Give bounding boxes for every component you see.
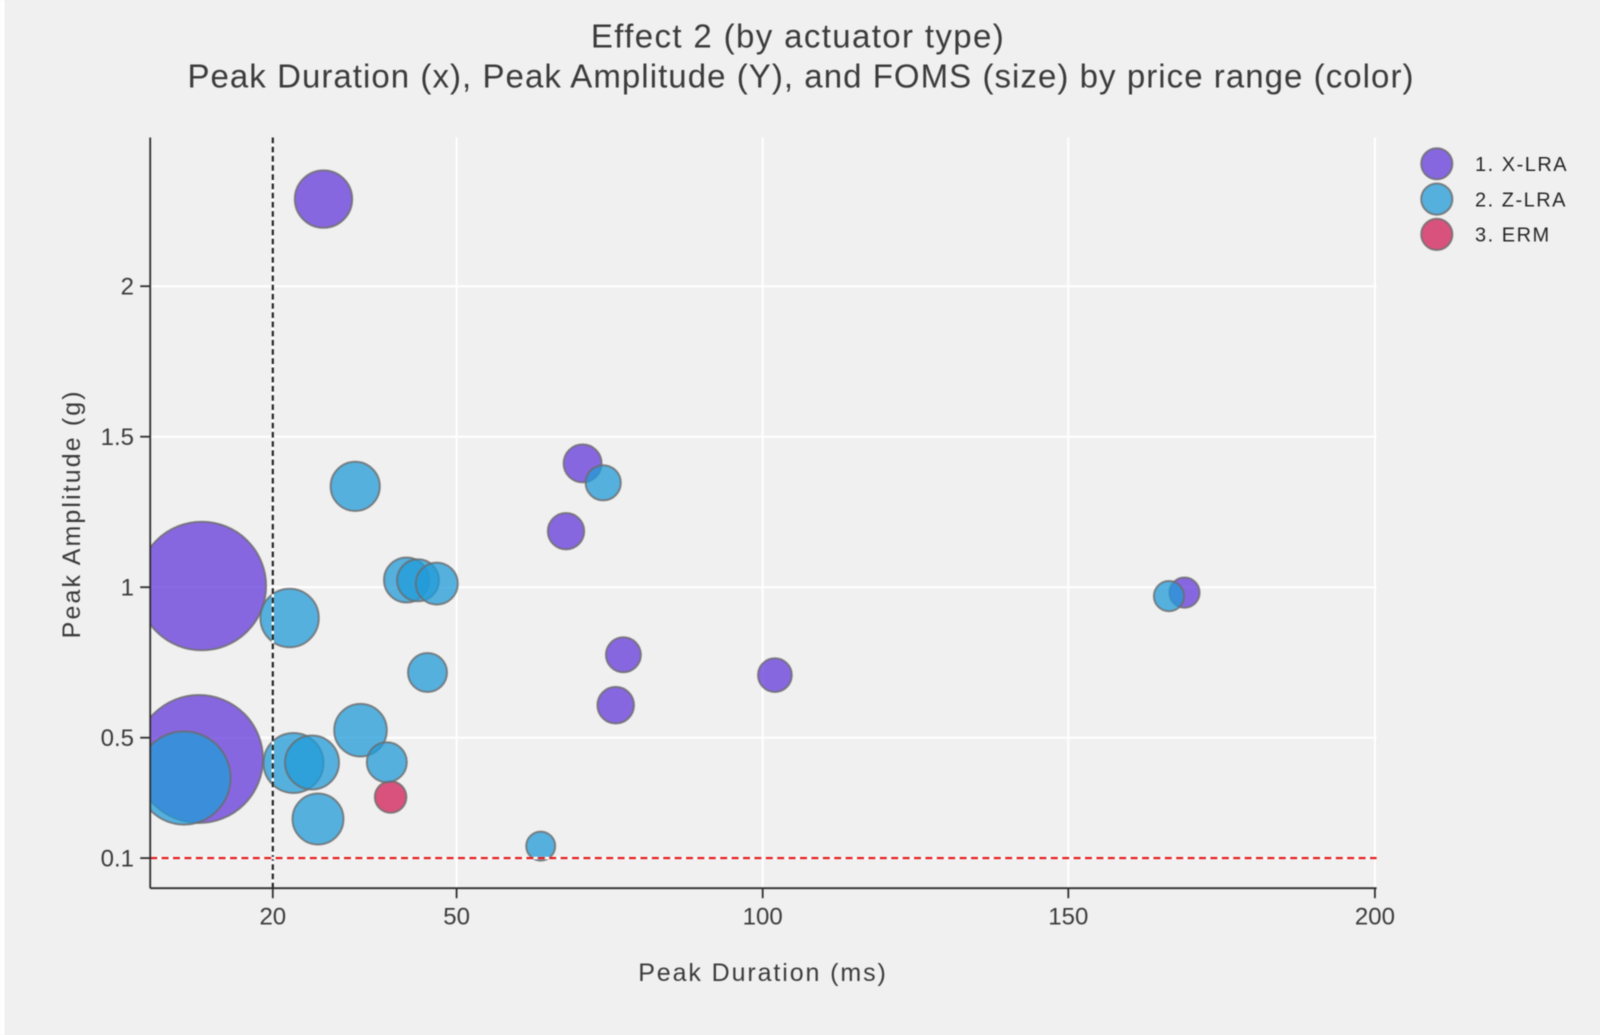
svg-text:0.5: 0.5 [101,725,134,752]
svg-text:2. Z-LRA: 2. Z-LRA [1475,189,1567,211]
svg-text:200: 200 [1355,904,1395,931]
svg-text:Peak Amplitude (g): Peak Amplitude (g) [58,389,86,638]
svg-text:20: 20 [259,904,286,931]
svg-text:50: 50 [443,904,470,931]
svg-text:Peak Duration (x), Peak Amplit: Peak Duration (x), Peak Amplitude (Y), a… [187,58,1414,95]
svg-text:100: 100 [743,904,783,931]
svg-text:Peak Duration (ms): Peak Duration (ms) [638,959,888,987]
svg-text:1: 1 [121,575,134,602]
svg-text:2: 2 [121,274,134,301]
svg-text:0.1: 0.1 [101,846,134,873]
svg-text:3. ERM: 3. ERM [1475,225,1551,247]
svg-text:1. X-LRA: 1. X-LRA [1475,154,1568,176]
svg-text:Effect 2 (by actuator type): Effect 2 (by actuator type) [591,18,1005,55]
svg-text:1.5: 1.5 [101,424,134,451]
svg-text:150: 150 [1048,904,1088,931]
